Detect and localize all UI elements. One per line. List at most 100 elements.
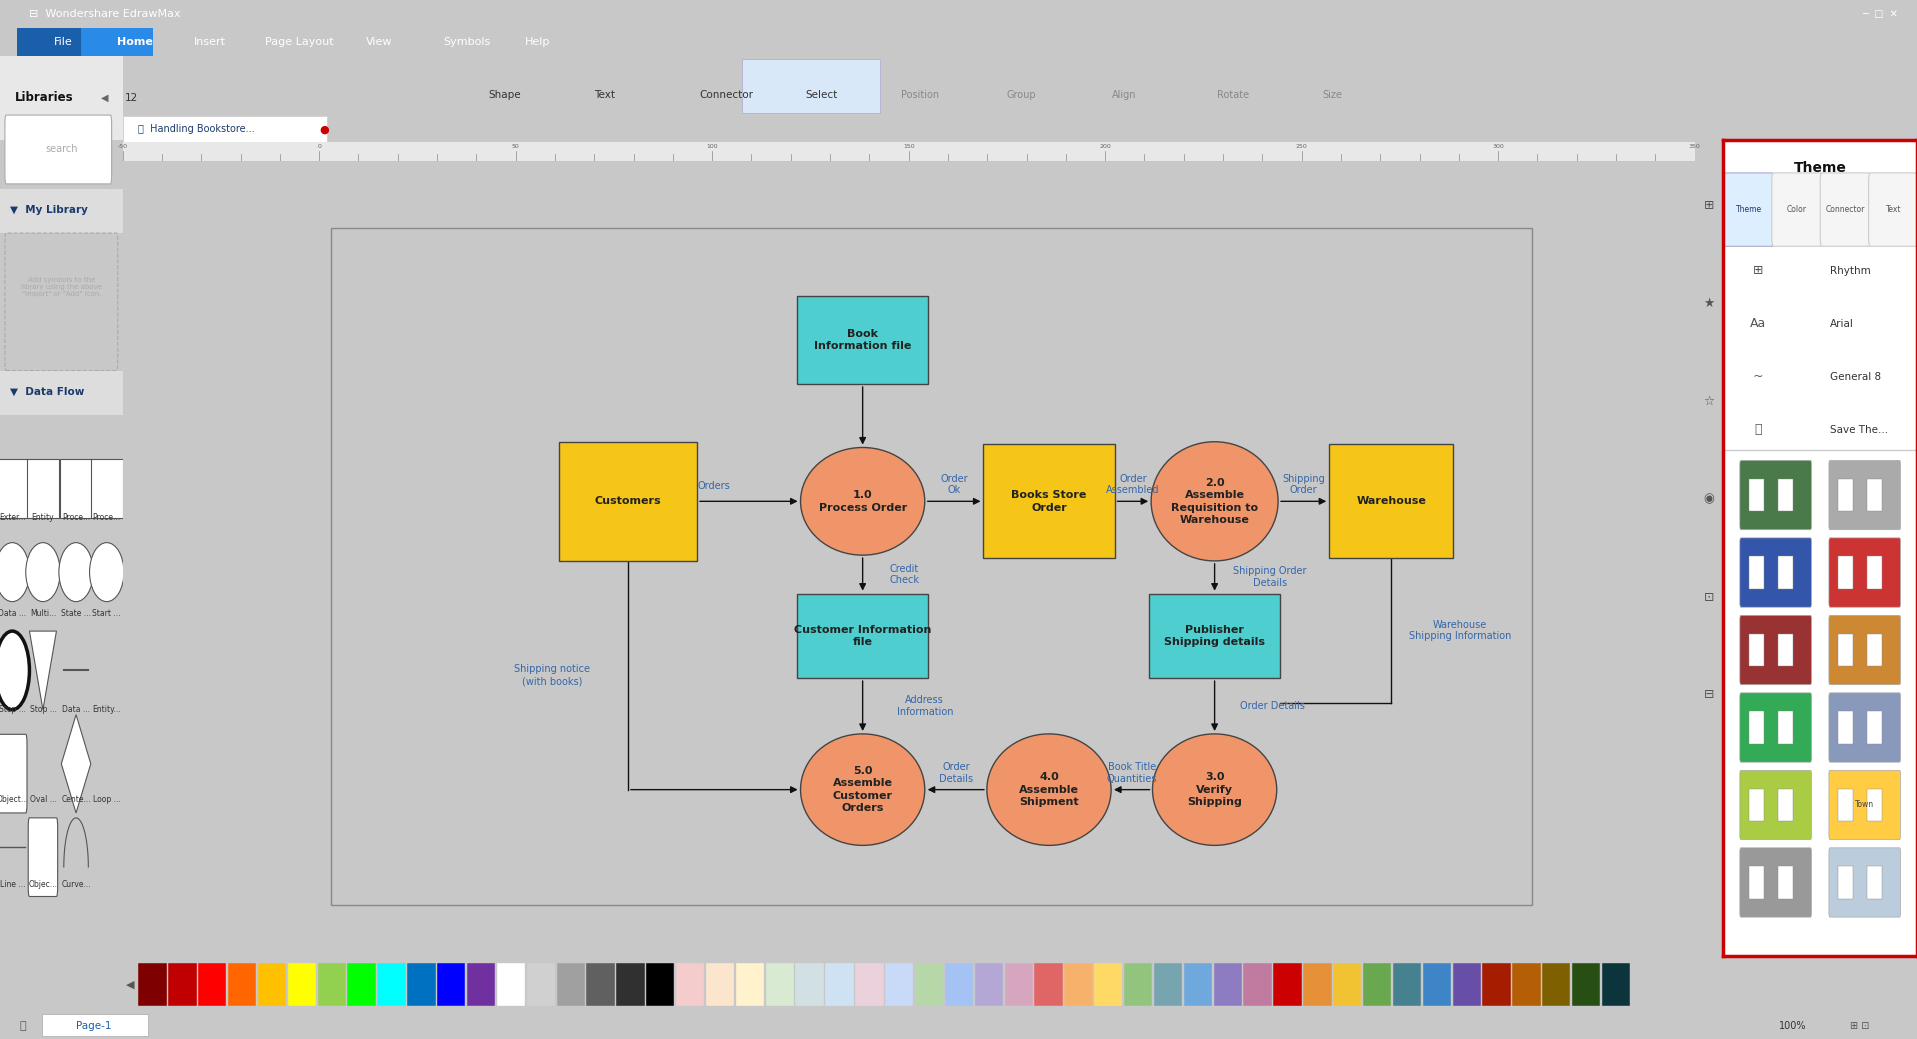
Text: Shipping
Order: Shipping Order (1282, 474, 1325, 496)
Ellipse shape (1152, 734, 1277, 846)
Bar (1838, 479, 1854, 511)
FancyBboxPatch shape (1821, 172, 1871, 246)
Text: Curve...: Curve... (61, 880, 90, 888)
Bar (1867, 867, 1882, 899)
Text: Orders: Orders (698, 481, 730, 491)
Text: Stop ...: Stop ... (0, 704, 25, 714)
Text: Exter...: Exter... (0, 513, 25, 523)
FancyBboxPatch shape (560, 442, 698, 561)
Text: 💾: 💾 (1754, 423, 1762, 436)
Text: Loop ...: Loop ... (92, 795, 121, 804)
Text: Book
Information file: Book Information file (815, 328, 911, 351)
Text: Theme: Theme (1735, 205, 1762, 214)
Text: ◀: ◀ (100, 92, 107, 103)
Text: 2.0
Assemble
Requisition to
Warehouse: 2.0 Assemble Requisition to Warehouse (1171, 478, 1258, 525)
Bar (1748, 556, 1764, 589)
Bar (1838, 634, 1854, 666)
Text: Proce...: Proce... (61, 513, 90, 523)
Text: Order
Details: Order Details (939, 762, 974, 783)
Bar (527, 963, 556, 1006)
Text: ★: ★ (1704, 297, 1714, 310)
Bar (17, 28, 90, 56)
Bar (138, 963, 167, 1006)
Text: 0: 0 (316, 143, 322, 149)
Bar (59, 459, 92, 518)
Bar (1304, 963, 1332, 1006)
Bar (705, 963, 734, 1006)
Text: Theme: Theme (1794, 161, 1846, 175)
Bar (0, 189, 123, 233)
Text: 300: 300 (1491, 143, 1505, 149)
Bar (1838, 867, 1854, 899)
Text: Line ...: Line ... (0, 880, 25, 888)
Bar (90, 459, 123, 518)
Bar (1748, 712, 1764, 744)
Text: Help: Help (525, 37, 550, 47)
Text: Credit
Check: Credit Check (889, 563, 918, 585)
Text: ▼  My Library: ▼ My Library (10, 206, 88, 215)
Bar (1035, 963, 1062, 1006)
Bar (259, 963, 286, 1006)
Bar (1541, 963, 1570, 1006)
FancyBboxPatch shape (1741, 460, 1812, 530)
Text: Books Store
Order: Books Store Order (1012, 490, 1087, 512)
Text: Object...: Object... (0, 795, 29, 804)
Text: Page Layout: Page Layout (265, 37, 334, 47)
Bar (556, 963, 585, 1006)
FancyBboxPatch shape (797, 593, 928, 678)
Text: ◉: ◉ (1704, 492, 1714, 506)
Text: Aa: Aa (1750, 317, 1766, 330)
Text: Stop ...: Stop ... (29, 704, 56, 714)
Text: Connector: Connector (700, 90, 753, 101)
Text: Publisher
Shipping details: Publisher Shipping details (1164, 624, 1265, 647)
Bar (1154, 963, 1183, 1006)
Text: 3.0
Verify
Shipping: 3.0 Verify Shipping (1187, 772, 1242, 807)
FancyBboxPatch shape (1741, 615, 1812, 685)
Text: Start ...: Start ... (92, 610, 121, 618)
Polygon shape (61, 715, 90, 812)
Text: Home: Home (117, 37, 153, 47)
Bar (1183, 963, 1212, 1006)
FancyBboxPatch shape (1741, 770, 1812, 840)
Bar (855, 963, 884, 1006)
Bar (347, 963, 376, 1006)
Text: Arial: Arial (1831, 319, 1854, 328)
Text: Color: Color (1787, 205, 1808, 214)
Bar (677, 963, 704, 1006)
Text: ●: ● (318, 125, 330, 134)
Text: 350: 350 (1689, 143, 1700, 149)
Bar (1867, 789, 1882, 821)
Text: Data ...: Data ... (0, 610, 27, 618)
Text: ⊞: ⊞ (1704, 199, 1714, 212)
Bar (1513, 963, 1541, 1006)
FancyBboxPatch shape (6, 115, 111, 184)
Polygon shape (29, 631, 56, 710)
Bar (945, 963, 974, 1006)
FancyBboxPatch shape (1771, 172, 1823, 246)
Bar (1005, 963, 1033, 1006)
Text: ☆: ☆ (1704, 395, 1714, 407)
Text: -50: -50 (117, 143, 128, 149)
Text: Page-1: Page-1 (77, 1021, 111, 1031)
FancyBboxPatch shape (1829, 615, 1900, 685)
FancyBboxPatch shape (1741, 848, 1812, 917)
Text: View: View (366, 37, 393, 47)
Text: search: search (46, 144, 77, 155)
Bar (197, 963, 226, 1006)
Text: Connector: Connector (1825, 205, 1865, 214)
Text: ⊡: ⊡ (1704, 590, 1714, 604)
Text: Warehouse: Warehouse (1357, 497, 1426, 506)
Ellipse shape (801, 448, 924, 555)
Text: Order
Ok: Order Ok (939, 474, 968, 496)
Bar (1064, 963, 1093, 1006)
Bar (1777, 712, 1792, 744)
Text: Size: Size (1323, 90, 1342, 101)
Text: Libraries: Libraries (15, 90, 73, 104)
Text: Customers: Customers (594, 497, 661, 506)
Bar (1422, 963, 1451, 1006)
Bar (1777, 789, 1792, 821)
FancyBboxPatch shape (29, 818, 58, 897)
Bar (826, 963, 853, 1006)
Bar (1777, 479, 1792, 511)
Bar (378, 963, 406, 1006)
